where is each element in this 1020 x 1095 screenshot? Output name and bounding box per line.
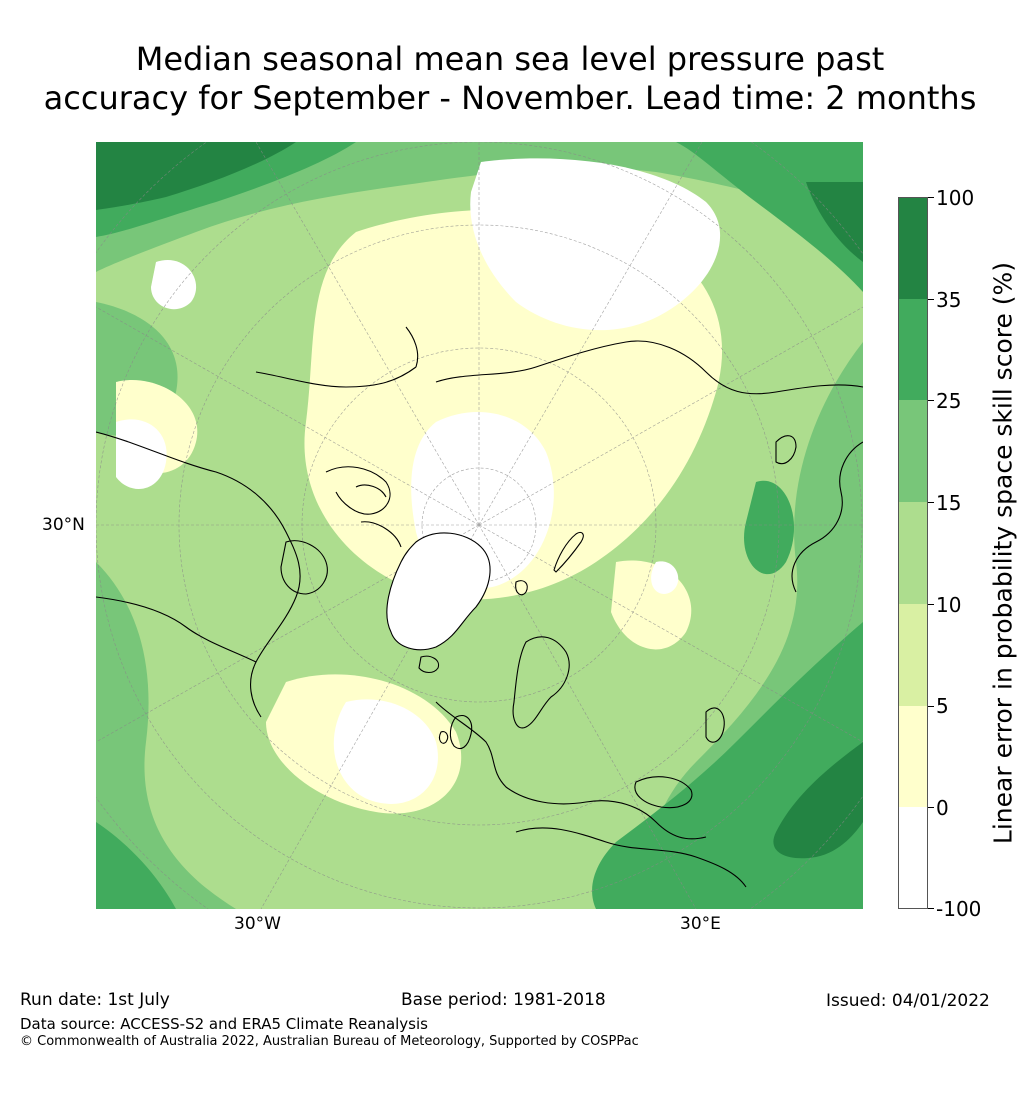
colorbar-tick	[928, 604, 934, 605]
colorbar-bin-5-10	[898, 604, 928, 706]
colorbar-bin-0-5	[898, 706, 928, 807]
colorbar-tick	[928, 299, 934, 300]
colorbar-label-text: Linear error in probability space skill …	[988, 261, 1018, 845]
colorbar-tick-label: -100	[936, 897, 982, 921]
longitude-label-30w: 30°W	[234, 914, 281, 934]
colorbar-tick	[928, 807, 934, 808]
colorbar-bin-25-35	[898, 299, 928, 400]
black-sea-coast	[634, 776, 693, 809]
colorbar-bin-below-0	[898, 807, 928, 909]
longitude-label-30e: 30°E	[680, 914, 721, 934]
british-isles-coast	[438, 715, 473, 750]
canadian-archipelago-coast	[325, 466, 402, 548]
svalbard-coast	[515, 580, 528, 596]
map-title: Median seasonal mean sea level pressure …	[0, 40, 1020, 118]
meridian-30e	[478, 524, 863, 743]
meridian-30w	[96, 524, 480, 743]
graticule	[96, 142, 863, 909]
meridian-120e	[478, 142, 703, 526]
skill-region-25-35	[96, 822, 176, 909]
alaska-coast	[255, 326, 419, 388]
colorbar-tick-label: 0	[936, 796, 949, 820]
mediterranean-coast	[515, 827, 747, 888]
meridian-150e	[478, 524, 697, 909]
siberia-coast	[435, 340, 863, 395]
colorbar-bin-15-25	[898, 400, 928, 502]
skill-region-below-0	[116, 419, 167, 489]
novaya-zemlya-coast	[553, 531, 584, 573]
colorbar-tick	[928, 400, 934, 401]
colorbar-tick-label: 15	[936, 491, 962, 515]
japan-coast	[775, 435, 797, 465]
colorbar-bin-35-100	[898, 197, 928, 299]
skill-region-below-0	[470, 158, 721, 331]
skill-region-35-100	[773, 742, 863, 859]
caspian-coast	[705, 707, 725, 743]
colorbar-tick	[928, 197, 934, 198]
data-source: Data source: ACCESS-S2 and ERA5 Climate …	[20, 1015, 428, 1033]
skill-region-15-25	[96, 562, 236, 909]
colorbar-tick	[928, 502, 934, 503]
skill-region-25-35	[744, 480, 795, 575]
latitude-label-30n: 30°N	[42, 515, 85, 535]
meridian-150w	[260, 524, 480, 909]
base-period: Base period: 1981-2018	[401, 990, 606, 1010]
east-asia-coast	[791, 441, 863, 593]
skill-region-25-35	[676, 142, 863, 292]
skill-region-below-0	[651, 561, 679, 594]
meridian-120w	[255, 142, 480, 526]
copyright: © Commonwealth of Australia 2022, Austra…	[20, 1034, 639, 1049]
europe-coast	[435, 701, 707, 840]
colorbar-tick	[928, 908, 934, 909]
meridian-60e	[478, 306, 863, 526]
colorbar-tick-label: 5	[936, 694, 949, 718]
greenland-coast	[386, 532, 491, 651]
skill-region-35-100	[96, 142, 296, 210]
scandinavia-coast	[512, 636, 570, 729]
colorbar-tick	[928, 706, 934, 707]
meridian-60w	[96, 306, 480, 526]
title-line-1: Median seasonal mean sea level pressure …	[135, 40, 885, 78]
colorbar	[898, 197, 928, 909]
colorbar-tick-label: 100	[936, 186, 975, 210]
colorbar-border	[898, 197, 928, 909]
map-canvas	[96, 142, 863, 909]
hudson-bay-coast	[280, 540, 328, 595]
run-date: Run date: 1st July	[20, 990, 170, 1010]
coastlines	[96, 326, 863, 888]
title-line-2: accuracy for September - November. Lead …	[43, 79, 977, 117]
colorbar-bin-10-15	[898, 502, 928, 604]
polar-skill-map	[96, 142, 863, 909]
issued-date: Issued: 04/01/2022	[826, 991, 990, 1011]
colorbar-tick-label: 35	[936, 288, 962, 312]
colorbar-tick-label: 25	[936, 389, 962, 413]
colorbar-tick-label: 10	[936, 593, 962, 617]
iceland-coast	[418, 655, 440, 674]
skill-region-below-0	[151, 260, 197, 310]
skill-region-below-0	[333, 699, 438, 804]
north-america-coast	[96, 431, 301, 718]
